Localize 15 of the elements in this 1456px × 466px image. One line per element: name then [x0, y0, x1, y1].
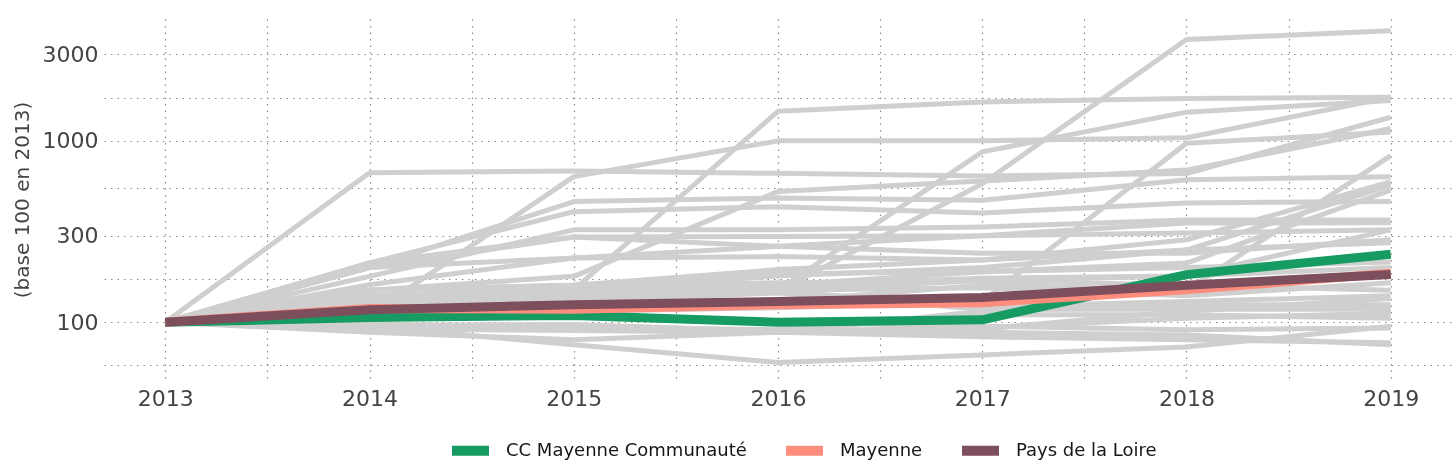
legend-label: CC Mayenne Communauté: [506, 438, 747, 460]
x-tick-label: 2013: [137, 385, 194, 411]
x-tick-label: 2017: [954, 385, 1011, 411]
legend-label: Pays de la Loire: [1016, 438, 1157, 460]
x-tick-label: 2015: [546, 385, 603, 411]
x-tick-label: 2016: [750, 385, 807, 411]
x-tick-label: 2019: [1363, 385, 1420, 411]
y-axis-title: (base 100 en 2013): [9, 101, 34, 299]
legend-label: Mayenne: [840, 438, 923, 460]
y-tick-label: 100: [56, 309, 99, 335]
y-tick-label: 300: [56, 223, 99, 249]
y-tick-label: 3000: [42, 41, 99, 67]
y-tick-label: 1000: [42, 128, 99, 154]
x-tick-label: 2014: [342, 385, 399, 411]
x-tick-label: 2018: [1158, 385, 1215, 411]
